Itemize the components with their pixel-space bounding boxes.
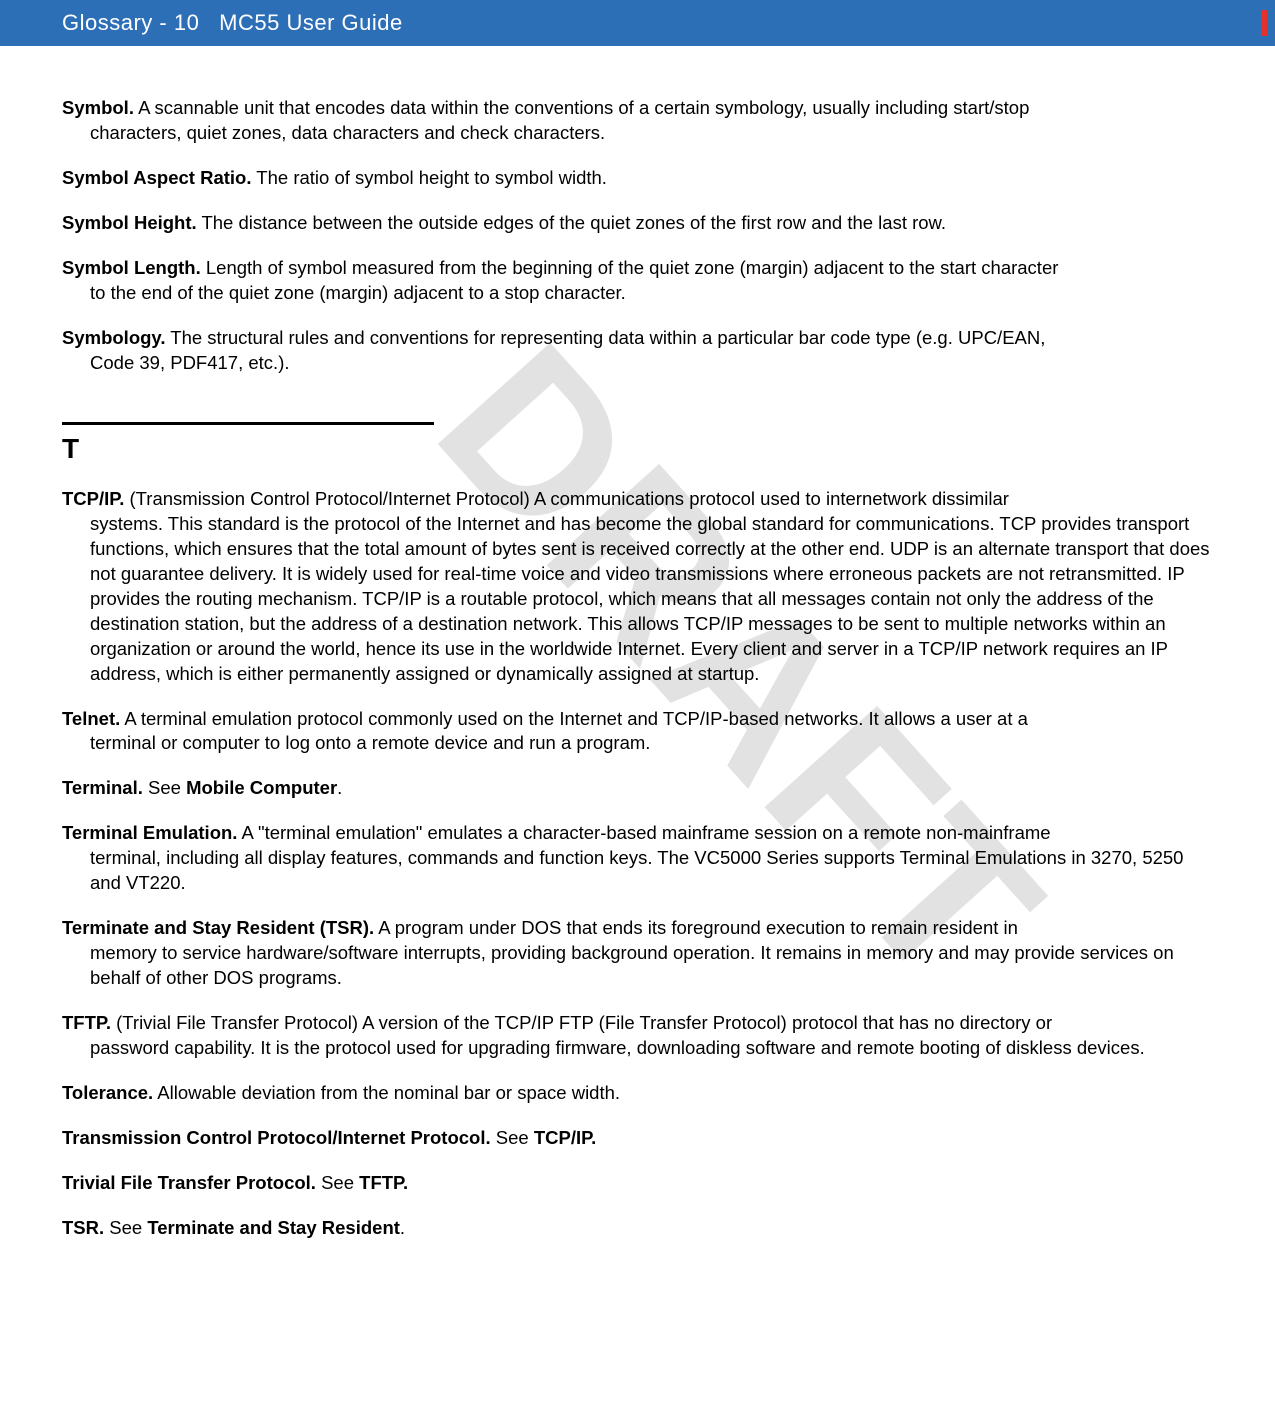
- glossary-xref: Terminate and Stay Resident: [147, 1217, 400, 1238]
- section-heading-t: T: [62, 433, 1213, 465]
- glossary-def-rest: to the end of the quiet zone (margin) ad…: [62, 281, 1213, 306]
- glossary-def-rest: characters, quiet zones, data characters…: [62, 121, 1213, 146]
- glossary-def-firstline: See: [143, 777, 186, 798]
- glossary-def-firstline: The distance between the outside edges o…: [197, 212, 946, 233]
- glossary-entry: Symbol Length. Length of symbol measured…: [62, 256, 1213, 306]
- glossary-entry: Telnet. A terminal emulation protocol co…: [62, 707, 1213, 757]
- glossary-xref: Mobile Computer: [186, 777, 337, 798]
- section-divider: [62, 422, 434, 425]
- glossary-def-firstline: A scannable unit that encodes data withi…: [134, 97, 1029, 118]
- glossary-term: Terminate and Stay Resident (TSR).: [62, 917, 374, 938]
- glossary-entry: Symbol. A scannable unit that encodes da…: [62, 96, 1213, 146]
- header-page-label: Glossary - 10: [62, 10, 199, 35]
- glossary-def-firstline: See: [316, 1172, 359, 1193]
- header-text: Glossary - 10 MC55 User Guide: [62, 10, 403, 36]
- glossary-def-rest: terminal or computer to log onto a remot…: [62, 731, 1213, 756]
- glossary-def-rest: memory to service hardware/software inte…: [62, 941, 1213, 991]
- glossary-entry: Trivial File Transfer Protocol. See TFTP…: [62, 1171, 1213, 1196]
- glossary-term: Tolerance.: [62, 1082, 153, 1103]
- glossary-entry: Symbol Aspect Ratio. The ratio of symbol…: [62, 166, 1213, 191]
- header-red-mark: [1261, 10, 1267, 36]
- glossary-entry: Symbology. The structural rules and conv…: [62, 326, 1213, 376]
- glossary-def-firstline: Length of symbol measured from the begin…: [201, 257, 1059, 278]
- glossary-xref-tail: .: [337, 777, 342, 798]
- glossary-entry: Tolerance. Allowable deviation from the …: [62, 1081, 1213, 1106]
- glossary-entry: Symbol Height. The distance between the …: [62, 211, 1213, 236]
- glossary-term: Trivial File Transfer Protocol.: [62, 1172, 316, 1193]
- glossary-def-firstline: See: [104, 1217, 147, 1238]
- glossary-term: Symbol Length.: [62, 257, 201, 278]
- glossary-term: Symbol.: [62, 97, 134, 118]
- glossary-entry: Terminate and Stay Resident (TSR). A pro…: [62, 916, 1213, 991]
- glossary-entry: Terminal Emulation. A "terminal emulatio…: [62, 821, 1213, 896]
- glossary-entry: TCP/IP. (Transmission Control Protocol/I…: [62, 487, 1213, 687]
- glossary-entry: Transmission Control Protocol/Internet P…: [62, 1126, 1213, 1151]
- glossary-term: TCP/IP.: [62, 488, 124, 509]
- glossary-def-rest: Code 39, PDF417, etc.).: [62, 351, 1213, 376]
- glossary-entry: Terminal. See Mobile Computer.: [62, 776, 1213, 801]
- glossary-term: Symbol Aspect Ratio.: [62, 167, 252, 188]
- glossary-entry: TSR. See Terminate and Stay Resident.: [62, 1216, 1213, 1241]
- glossary-def-firstline: See: [491, 1127, 534, 1148]
- glossary-def-rest: systems. This standard is the protocol o…: [62, 512, 1213, 687]
- glossary-entry: TFTP. (Trivial File Transfer Protocol) A…: [62, 1011, 1213, 1061]
- glossary-xref: TFTP.: [359, 1172, 408, 1193]
- glossary-def-firstline: The structural rules and conventions for…: [165, 327, 1045, 348]
- page-content: DRAFT Symbol. A scannable unit that enco…: [0, 46, 1275, 1241]
- glossary-def-rest: terminal, including all display features…: [62, 846, 1213, 896]
- glossary-def-firstline: A terminal emulation protocol commonly u…: [120, 708, 1028, 729]
- glossary-xref-tail: .: [400, 1217, 405, 1238]
- page-header: Glossary - 10 MC55 User Guide: [0, 0, 1275, 46]
- glossary-term: Terminal Emulation.: [62, 822, 237, 843]
- glossary-def-firstline: The ratio of symbol height to symbol wid…: [252, 167, 607, 188]
- glossary-term: Terminal.: [62, 777, 143, 798]
- header-doc-title: MC55 User Guide: [219, 10, 403, 35]
- glossary-term: Symbology.: [62, 327, 165, 348]
- glossary-term: TSR.: [62, 1217, 104, 1238]
- glossary-def-rest: password capability. It is the protocol …: [62, 1036, 1213, 1061]
- glossary-term: Telnet.: [62, 708, 120, 729]
- glossary-xref: TCP/IP.: [534, 1127, 596, 1148]
- glossary-def-firstline: A "terminal emulation" emulates a charac…: [237, 822, 1050, 843]
- glossary-entries-s: Symbol. A scannable unit that encodes da…: [62, 96, 1213, 376]
- glossary-def-firstline: (Trivial File Transfer Protocol) A versi…: [111, 1012, 1052, 1033]
- glossary-term: Symbol Height.: [62, 212, 197, 233]
- glossary-term: TFTP.: [62, 1012, 111, 1033]
- glossary-def-firstline: Allowable deviation from the nominal bar…: [153, 1082, 620, 1103]
- glossary-entries-t: TCP/IP. (Transmission Control Protocol/I…: [62, 487, 1213, 1241]
- glossary-def-firstline: A program under DOS that ends its foregr…: [374, 917, 1018, 938]
- glossary-def-firstline: (Transmission Control Protocol/Internet …: [124, 488, 1009, 509]
- glossary-term: Transmission Control Protocol/Internet P…: [62, 1127, 491, 1148]
